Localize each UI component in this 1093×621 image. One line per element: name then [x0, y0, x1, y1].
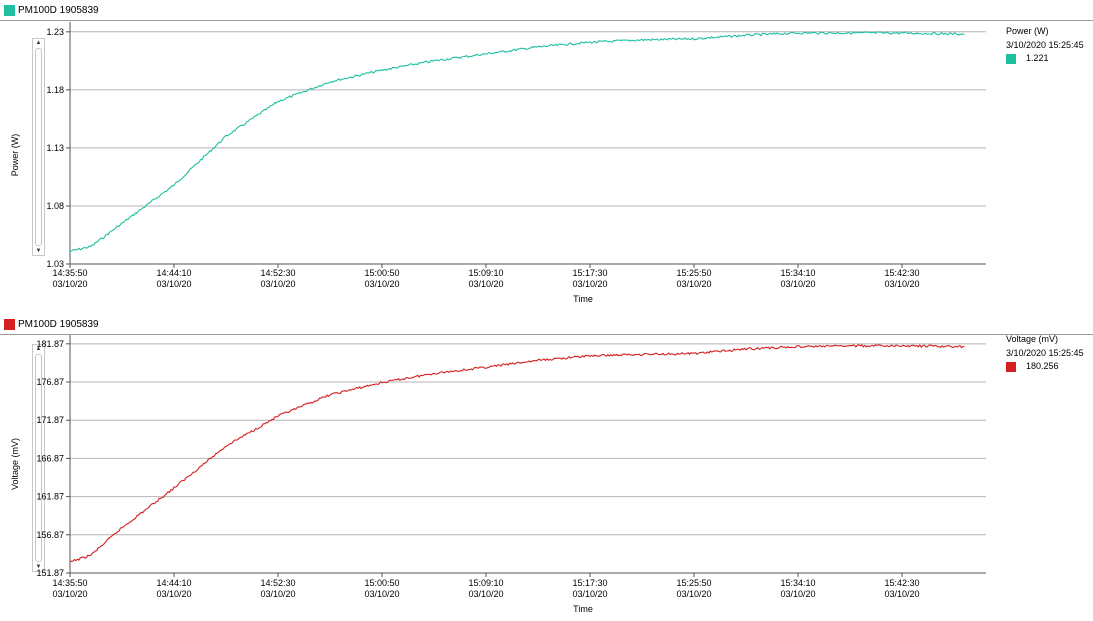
x-tick-date-label: 03/10/20	[572, 279, 607, 289]
x-tick-date-label: 03/10/20	[468, 279, 503, 289]
x-tick-label: 15:25:50	[676, 268, 711, 278]
x-tick-date-label: 03/10/20	[884, 279, 919, 289]
x-tick-date-label: 03/10/20	[572, 589, 607, 599]
series-line	[69, 344, 965, 562]
y-tick-label: 156.87	[36, 530, 64, 540]
legend-timestamp: 3/10/2020 15:25:45	[1006, 348, 1084, 358]
voltage-chart-panel: PM100D 1905839 ▲ ▼ 181.87 176.87 171.87 166…	[0, 314, 1093, 621]
panel-title: PM100D 1905839	[18, 5, 99, 16]
y-tick-label: 181.87	[36, 339, 64, 349]
x-tick-label: 15:42:30	[884, 578, 919, 588]
legend-title: Power (W)	[1006, 26, 1049, 36]
panel-header: PM100D 1905839	[0, 0, 1093, 21]
x-tick-date-label: 03/10/20	[156, 279, 191, 289]
x-tick-date-label: 03/10/20	[884, 589, 919, 599]
x-tick-date-label: 03/10/20	[260, 279, 295, 289]
voltage-plot-area: 181.87 176.87 171.87 166.87 161.87 156.87 151.…	[10, 335, 986, 614]
scroll-up-arrow-icon[interactable]: ▲	[35, 40, 42, 46]
x-tick-label: 14:35:50	[52, 578, 87, 588]
y-tick-label: 1.18	[46, 85, 64, 95]
x-axis-title: Time	[573, 604, 593, 614]
x-tick-label: 15:34:10	[780, 578, 815, 588]
x-tick-label: 14:44:10	[156, 578, 191, 588]
y-tick-label: 151.87	[36, 568, 64, 578]
x-tick-date-label: 03/10/20	[780, 279, 815, 289]
x-tick-label: 15:09:10	[468, 268, 503, 278]
scrollbar-thumb[interactable]	[35, 48, 42, 246]
voltage-color-swatch	[4, 319, 15, 330]
power-chart-panel: PM100D 1905839 ▲ ▼ 1.23 1.18 1.13 1.08 1.03 1…	[0, 0, 1093, 310]
y-tick-label: 161.87	[36, 492, 64, 502]
x-tick-label: 15:42:30	[884, 268, 919, 278]
y-tick-label: 1.03	[46, 259, 64, 269]
legend-value: 180.256	[1026, 361, 1059, 371]
legend-swatch	[1006, 362, 1016, 372]
x-tick-date-label: 03/10/20	[52, 279, 87, 289]
x-tick-label: 15:25:50	[676, 578, 711, 588]
panel-header: PM100D 1905839	[0, 314, 1093, 335]
panel-title: PM100D 1905839	[18, 319, 99, 330]
series-line	[69, 31, 965, 252]
x-tick-date-label: 03/10/20	[676, 279, 711, 289]
x-tick-date-label: 03/10/20	[260, 589, 295, 599]
scrollbar-thumb[interactable]	[35, 354, 42, 562]
x-tick-date-label: 03/10/20	[468, 589, 503, 599]
scroll-up-arrow-icon[interactable]: ▲	[35, 346, 42, 352]
y-axis-title: Voltage (mV)	[10, 438, 20, 490]
y-tick-label: 176.87	[36, 377, 64, 387]
power-color-swatch	[4, 5, 15, 16]
x-tick-label: 15:17:30	[572, 578, 607, 588]
x-tick-label: 14:44:10	[156, 268, 191, 278]
x-tick-label: 15:00:50	[364, 268, 399, 278]
power-plot-area: 1.231.181.131.081.0314:35:5003/10/2014:4…	[10, 22, 986, 304]
y-tick-label: 1.13	[46, 143, 64, 153]
x-axis-title: Time	[573, 294, 593, 304]
y-tick-label: 171.87	[36, 415, 64, 425]
x-tick-label: 15:17:30	[572, 268, 607, 278]
y-tick-label: 1.08	[46, 201, 64, 211]
y-tick-label: 166.87	[36, 453, 64, 463]
x-tick-date-label: 03/10/20	[364, 279, 399, 289]
x-tick-date-label: 03/10/20	[364, 589, 399, 599]
x-tick-label: 15:00:50	[364, 578, 399, 588]
x-tick-date-label: 03/10/20	[676, 589, 711, 599]
x-tick-date-label: 03/10/20	[156, 589, 191, 599]
x-tick-label: 14:52:30	[260, 268, 295, 278]
x-tick-date-label: 03/10/20	[780, 589, 815, 599]
legend-value: 1.221	[1026, 53, 1049, 63]
x-tick-date-label: 03/10/20	[52, 589, 87, 599]
x-tick-label: 15:09:10	[468, 578, 503, 588]
x-tick-label: 14:52:30	[260, 578, 295, 588]
legend-title: Voltage (mV)	[1006, 334, 1059, 344]
y-axis-title: Power (W)	[10, 134, 20, 177]
vertical-zoom-scrollbar[interactable]: ▲ ▼	[32, 344, 45, 572]
y-tick-label: 1.23	[46, 27, 64, 37]
scroll-down-arrow-icon[interactable]: ▼	[35, 248, 42, 254]
x-tick-label: 15:34:10	[780, 268, 815, 278]
scroll-down-arrow-icon[interactable]: ▼	[35, 564, 42, 570]
legend-swatch	[1006, 54, 1016, 64]
x-tick-label: 14:35:50	[52, 268, 87, 278]
legend-timestamp: 3/10/2020 15:25:45	[1006, 40, 1084, 50]
vertical-zoom-scrollbar[interactable]: ▲ ▼	[32, 38, 45, 256]
